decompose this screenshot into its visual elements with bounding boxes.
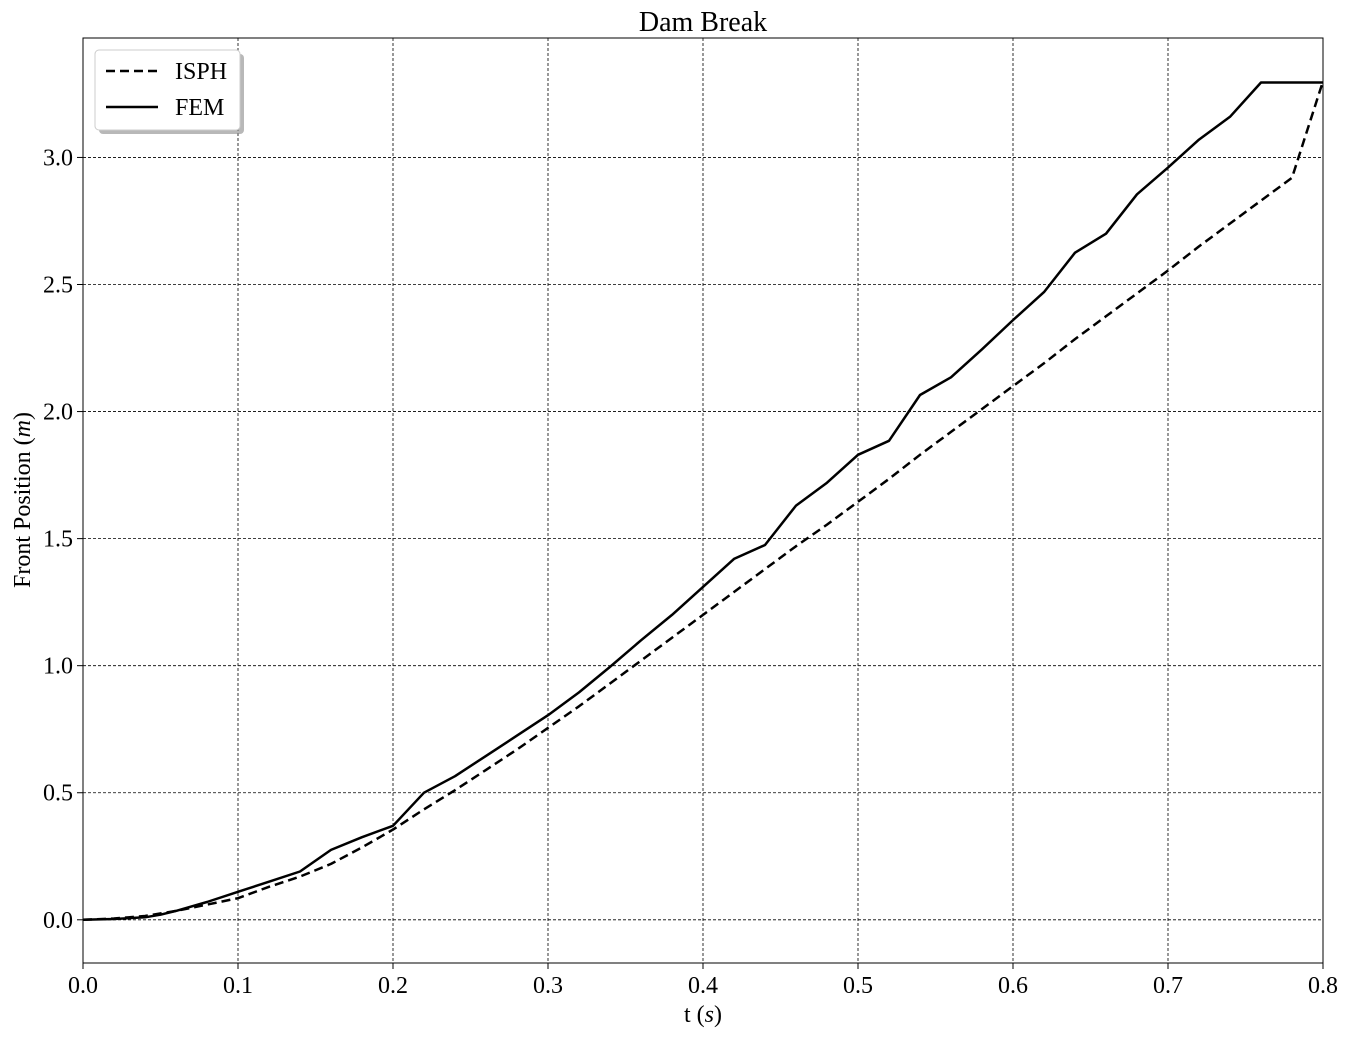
series-line-isph: [82, 80, 1325, 922]
axis-ticks: 0.0 0.1 0.2 0.3 0.4 0.5 0.6 0.7 0.8 0.0 0.5 1.0 1.5 2…: [43, 145, 1338, 999]
y-tick-label: 2.5: [43, 272, 73, 298]
x-tick-label: 0.0: [68, 973, 98, 999]
y-tick-label: 0.5: [43, 781, 73, 807]
x-tick-label: 0.1: [223, 973, 253, 999]
x-tick-label: 0.3: [533, 973, 563, 999]
x-tick-label: 0.2: [378, 973, 408, 999]
y-axis-label: Front Position (m): [10, 412, 36, 588]
series-line-fem: [82, 81, 1323, 922]
y-tick-label: 1.5: [43, 527, 73, 553]
y-tick-label: 1.0: [43, 654, 73, 680]
y-tick-label: 3.0: [43, 145, 73, 171]
x-tick-label: 0.7: [1153, 973, 1183, 999]
plot-frame: [82, 37, 1324, 964]
x-tick-label: 0.6: [998, 973, 1028, 999]
legend-box: [94, 49, 241, 131]
series-lines: [82, 80, 1325, 922]
y-tick-label: 2.0: [43, 400, 73, 426]
x-tick-label: 0.8: [1308, 973, 1338, 999]
grid: [83, 38, 1323, 963]
x-axis-label: t (s): [684, 1002, 722, 1028]
chart-title: Dam Break: [639, 7, 767, 38]
x-tick-label: 0.4: [688, 973, 718, 999]
y-tick-label: 0.0: [43, 908, 73, 934]
legend-label-isph: ISPH: [175, 59, 227, 85]
x-tick-label: 0.5: [843, 973, 873, 999]
legend: ISPH FEM: [94, 49, 244, 134]
legend-label-fem: FEM: [175, 95, 224, 121]
